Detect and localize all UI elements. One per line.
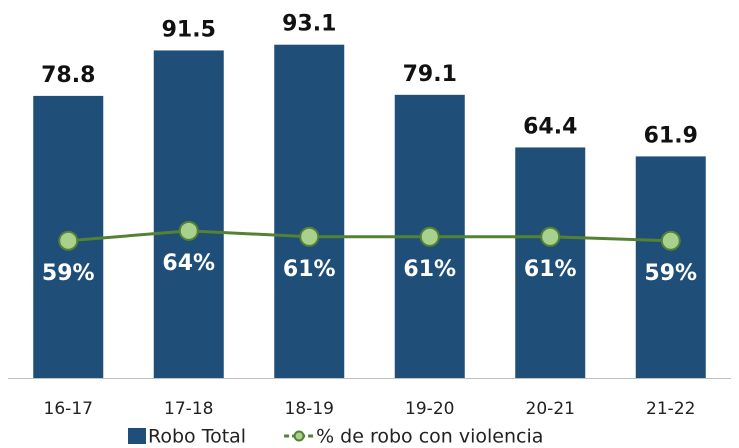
legend-label: % de robo con violencia [316,426,543,448]
data-label: 61% [524,257,577,282]
x-tick-label: 21-22 [646,399,695,419]
line-marker [419,226,440,247]
data-label: 93.1 [282,12,336,37]
data-label: 91.5 [162,17,216,42]
line-marker [540,226,561,247]
data-label: 59% [42,261,95,286]
data-label: 79.1 [403,62,457,87]
legend-swatch [128,428,146,444]
bar [153,50,224,379]
bar [515,147,586,378]
data-label: 61% [403,257,456,282]
bar [274,44,345,379]
line-marker [299,226,320,247]
legend-label: Robo Total [148,426,246,448]
data-label: 64% [162,251,215,276]
data-label: 61% [283,257,336,282]
line-marker [178,220,199,241]
data-label: 59% [644,261,697,286]
x-tick-label: 19-20 [405,399,454,419]
x-tick-label: 17-18 [164,399,213,419]
line-marker [660,230,681,251]
x-tick-label: 18-19 [285,399,334,419]
data-label: 64.4 [523,114,577,139]
data-label: 61.9 [644,123,698,148]
x-tick-label: 20-21 [526,399,575,419]
legend-marker [293,430,305,442]
data-label: 78.8 [41,63,95,88]
x-tick-label: 16-17 [44,399,93,419]
bar [635,156,706,378]
line-marker [58,230,79,251]
line [68,229,671,243]
